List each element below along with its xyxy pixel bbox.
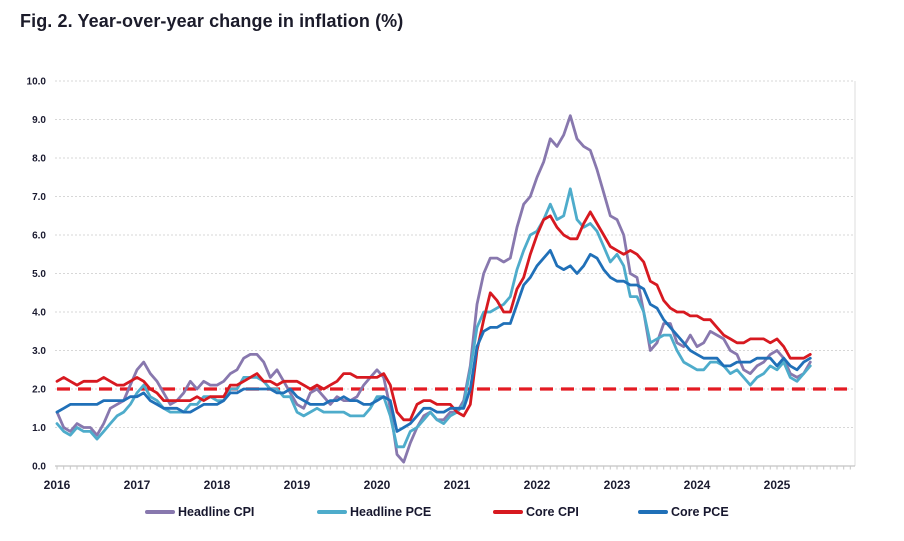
- svg-text:10.0: 10.0: [27, 77, 47, 88]
- svg-text:2025: 2025: [764, 478, 791, 492]
- svg-text:2024: 2024: [684, 478, 711, 492]
- legend: Headline CPI Headline PCE Core CPI Core …: [0, 503, 904, 523]
- svg-text:2021: 2021: [444, 478, 471, 492]
- legend-label-core-cpi: Core CPI: [526, 505, 579, 519]
- svg-text:2019: 2019: [284, 478, 311, 492]
- legend-label-headline-pce: Headline PCE: [350, 505, 432, 519]
- svg-text:2020: 2020: [364, 478, 391, 492]
- svg-text:2023: 2023: [604, 478, 631, 492]
- legend-item-headline-cpi: Headline CPI: [145, 503, 254, 521]
- svg-text:7.0: 7.0: [32, 192, 46, 203]
- legend-label-headline-cpi: Headline CPI: [178, 505, 255, 519]
- legend-label-core-pce: Core PCE: [671, 505, 729, 519]
- svg-text:0.0: 0.0: [32, 462, 46, 473]
- figure-title: Fig. 2. Year-over-year change in inflati…: [20, 11, 404, 31]
- headline-pce-line-swatch: [317, 510, 347, 514]
- legend-item-core-cpi: Core CPI: [493, 503, 579, 521]
- core-pce-line-swatch: [638, 510, 668, 514]
- svg-text:2.0: 2.0: [32, 385, 46, 396]
- svg-text:4.0: 4.0: [32, 308, 46, 319]
- core-cpi-line-swatch: [493, 510, 523, 514]
- legend-item-core-pce: Core PCE: [638, 503, 729, 521]
- svg-text:8.0: 8.0: [32, 154, 46, 165]
- svg-text:2018: 2018: [204, 478, 231, 492]
- svg-text:2022: 2022: [524, 478, 551, 492]
- legend-item-headline-pce: Headline PCE: [317, 503, 431, 521]
- headline-cpi-line-swatch: [145, 510, 175, 514]
- svg-text:1.0: 1.0: [32, 423, 46, 434]
- svg-text:2016: 2016: [44, 478, 71, 492]
- svg-text:6.0: 6.0: [32, 231, 46, 242]
- svg-text:9.0: 9.0: [32, 115, 46, 126]
- svg-text:2017: 2017: [124, 478, 151, 492]
- svg-text:3.0: 3.0: [32, 346, 46, 357]
- svg-text:5.0: 5.0: [32, 269, 46, 280]
